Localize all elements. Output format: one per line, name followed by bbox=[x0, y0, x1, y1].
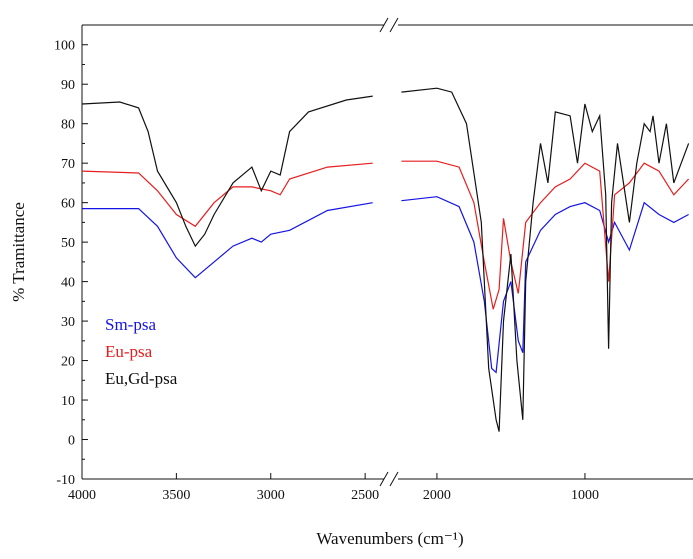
legend-label: Sm-psa bbox=[105, 315, 156, 334]
series-line bbox=[82, 95, 373, 248]
y-tick-label: 50 bbox=[61, 236, 75, 251]
x-tick-label: 3000 bbox=[257, 488, 285, 503]
series-clip bbox=[401, 87, 690, 432]
series-line bbox=[82, 162, 373, 228]
legend-label: Eu-psa bbox=[105, 342, 153, 361]
y-tick-label: 60 bbox=[61, 197, 75, 212]
series-line bbox=[401, 87, 690, 432]
x-tick-label: 1000 bbox=[571, 488, 599, 503]
y-tick-label: 90 bbox=[61, 78, 75, 93]
y-tick-label: 0 bbox=[68, 434, 75, 449]
series-clip bbox=[82, 95, 373, 248]
series-line bbox=[401, 160, 690, 310]
y-tick-label: 10 bbox=[61, 394, 75, 409]
x-tick-label: 4000 bbox=[68, 488, 96, 503]
legend-label: Eu,Gd-psa bbox=[105, 369, 178, 388]
x-axis-title: Wavenumbers (cm⁻¹) bbox=[316, 529, 463, 548]
y-tick-label: -10 bbox=[56, 473, 75, 488]
y-tick-label: 20 bbox=[61, 355, 75, 370]
series-line bbox=[82, 202, 373, 279]
y-tick-label: 40 bbox=[61, 276, 75, 291]
y-tick-label: 80 bbox=[61, 118, 75, 133]
x-tick-label: 2500 bbox=[351, 488, 379, 503]
series-clip bbox=[82, 162, 373, 228]
series-line bbox=[401, 196, 689, 374]
series-clip bbox=[401, 160, 690, 310]
y-tick-label: 70 bbox=[61, 157, 75, 172]
series-clip bbox=[82, 202, 373, 279]
x-tick-label: 3500 bbox=[162, 488, 190, 503]
series-clip bbox=[401, 196, 689, 374]
axes-frame bbox=[81, 17, 693, 487]
y-tick-label: 30 bbox=[61, 315, 75, 330]
x-tick-label: 2000 bbox=[423, 488, 451, 503]
y-axis-title: % Tramittance bbox=[9, 202, 28, 302]
y-tick-label: 100 bbox=[54, 39, 75, 54]
